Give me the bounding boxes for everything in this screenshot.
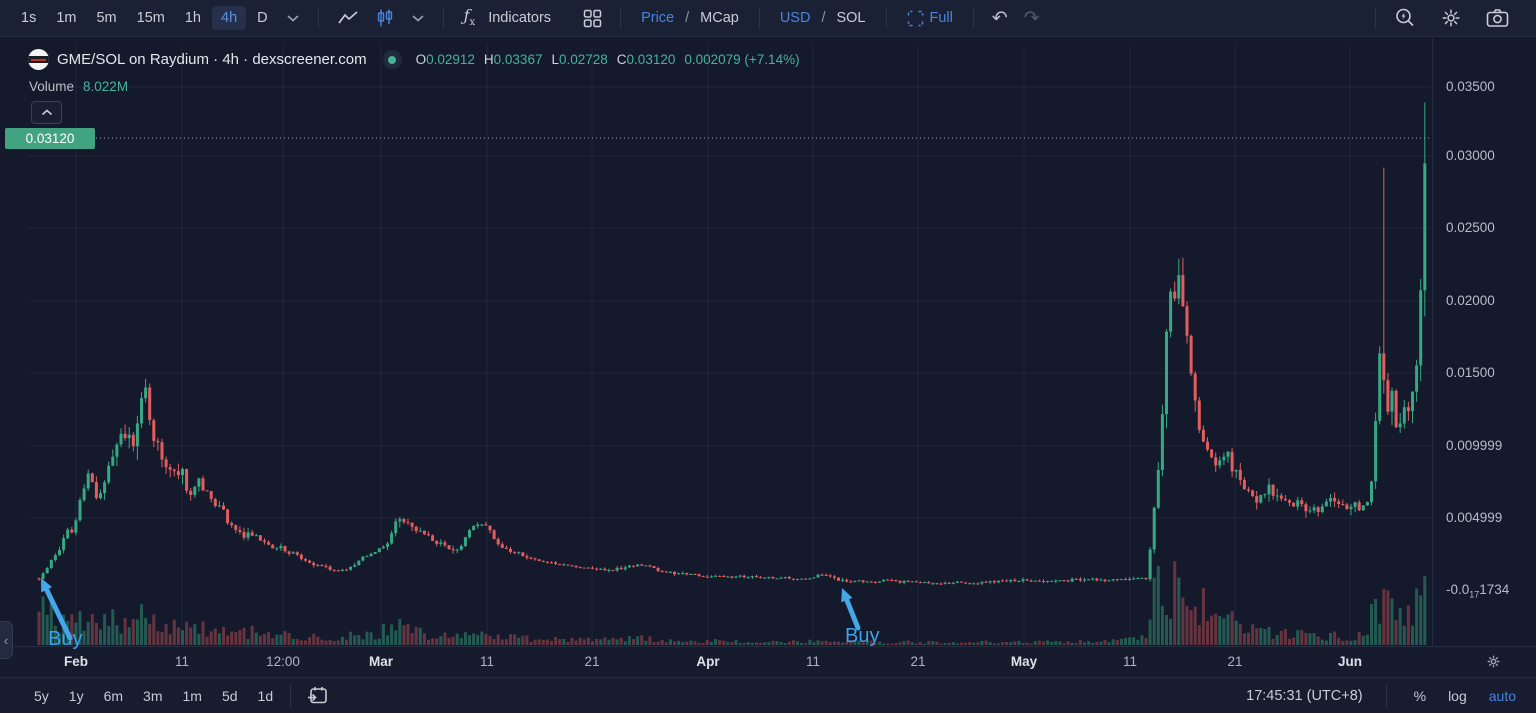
price-tick: 0.01500	[1446, 365, 1495, 380]
interval-dropdown-chevron-icon[interactable]	[279, 10, 307, 26]
price-tick: 0.03500	[1446, 79, 1495, 94]
chart-type-chevron-icon[interactable]	[404, 10, 432, 26]
time-tick: Mar	[368, 654, 394, 669]
interval-5m[interactable]: 5m	[87, 6, 125, 31]
range-1d[interactable]: 1d	[250, 684, 282, 708]
change-value: 0.002079 (+7.14%)	[684, 52, 800, 67]
price-tick: 0.03000	[1446, 148, 1495, 163]
interval-1s[interactable]: 1s	[12, 6, 45, 31]
interval-1h[interactable]: 1h	[176, 6, 210, 31]
current-price-badge: 0.03120	[5, 128, 95, 149]
chart-legend: GME/SOL on Raydium · 4h · dexscreener.co…	[28, 49, 800, 70]
toolbar-divider	[1385, 684, 1387, 707]
time-axis[interactable]: Feb 11 12:00 Mar 11 21 Apr 11 21 May 11 21 Jun	[0, 646, 1536, 677]
price-tick: 0.004999	[1446, 510, 1503, 525]
range-6m[interactable]: 6m	[96, 684, 131, 708]
layout-grid-icon[interactable]	[576, 5, 609, 32]
interval-D[interactable]: D	[248, 6, 276, 31]
price-tick: -0.0171734	[1446, 582, 1510, 600]
price-tick: 0.02500	[1446, 220, 1495, 235]
volume-value: 8.022M	[83, 79, 129, 94]
market-status-icon	[382, 50, 402, 69]
close-value: 0.03120	[626, 52, 676, 67]
volume-readout: Volume 8.022M	[29, 79, 128, 94]
chevron-up-icon	[41, 109, 52, 116]
bottom-toolbar: 5y 1y 6m 3m 1m 5d 1d 17:45:31 (UTC+8) % log au…	[0, 677, 1536, 713]
indicators-label: Indicators	[488, 9, 552, 26]
time-tick: 11	[805, 654, 821, 669]
interval-1m[interactable]: 1m	[47, 6, 85, 31]
ohlc-readout: O0.02912 H0.03367 L0.02728 C0.03120 0.00…	[415, 52, 800, 67]
time-tick: 12:00	[266, 654, 300, 669]
range-1y[interactable]: 1y	[61, 684, 92, 708]
volume-label: Volume	[29, 79, 75, 94]
camera-screenshot-icon[interactable]	[1479, 4, 1516, 32]
go-to-date-icon[interactable]	[300, 682, 335, 709]
fullscreen-button[interactable]: Full	[898, 5, 962, 32]
toolbar-divider	[972, 7, 974, 29]
pair-title: GME/SOL on Raydium · 4h · dexscreener.co…	[57, 51, 367, 68]
toolbar-divider	[620, 7, 622, 29]
usd-mode-label: USD	[779, 9, 811, 26]
range-button-group: 5y 1y 6m 3m 1m 5d 1d	[26, 684, 281, 708]
scroll-left-handle[interactable]: ‹	[0, 621, 13, 659]
line-chart-type-icon[interactable]	[330, 5, 366, 31]
time-tick: 21	[910, 654, 926, 669]
buy-annotation[interactable]: Buy	[48, 628, 83, 650]
log-scale-button[interactable]: log	[1444, 685, 1471, 707]
price-axis[interactable]: 0.03500 0.03000 0.02500 0.02000 0.01500 0.009…	[1432, 38, 1536, 646]
settings-gear-icon[interactable]	[1433, 3, 1469, 33]
top-toolbar: 1s 1m 5m 15m 1h 4h D ƒx Indicators Price / MCap	[0, 0, 1536, 37]
time-tick: 11	[174, 654, 190, 669]
price-mcap-toggle[interactable]: Price / MCap	[632, 6, 748, 31]
time-tick: 21	[1227, 654, 1243, 669]
percent-scale-button[interactable]: %	[1410, 685, 1430, 707]
quick-search-icon[interactable]	[1387, 3, 1423, 33]
time-tick: Apr	[696, 654, 720, 669]
auto-scale-button[interactable]: auto	[1485, 685, 1520, 707]
time-tick: Feb	[63, 654, 89, 669]
high-value: 0.03367	[493, 52, 543, 67]
interval-button-group: 1s 1m 5m 15m 1h 4h D	[12, 5, 277, 31]
open-value: 0.02912	[426, 52, 475, 67]
interval-4h[interactable]: 4h	[212, 5, 247, 31]
toolbar-divider	[758, 7, 760, 29]
fullscreen-icon	[907, 10, 923, 26]
interval-15m[interactable]: 15m	[128, 6, 174, 31]
time-tick: Jun	[1337, 654, 1363, 669]
undo-icon[interactable]: ↶	[985, 3, 1015, 33]
toolbar-divider	[290, 684, 292, 707]
time-tick: May	[1010, 654, 1038, 669]
full-label: Full	[929, 9, 953, 26]
indicators-button[interactable]: ƒx Indicators	[455, 3, 560, 33]
redo-icon[interactable]: ↷	[1017, 3, 1047, 33]
low-value: 0.02728	[558, 52, 608, 67]
time-tick: 21	[584, 654, 600, 669]
buy-annotation[interactable]: Buy	[845, 625, 880, 647]
sol-mode-label: SOL	[836, 9, 866, 26]
clock-timezone[interactable]: 17:45:31 (UTC+8)	[1246, 687, 1363, 704]
price-tick: 0.009999	[1446, 438, 1503, 453]
toolbar-divider	[885, 7, 887, 29]
gme-token-logo	[28, 49, 49, 70]
toolbar-divider	[1375, 7, 1376, 29]
time-tick: 11	[1122, 654, 1138, 669]
toolbar-divider	[317, 7, 319, 29]
collapse-legend-button[interactable]	[31, 101, 62, 124]
range-1m[interactable]: 1m	[175, 684, 210, 708]
candlestick-chart-type-icon[interactable]	[368, 4, 402, 32]
mcap-mode-label: MCap	[700, 9, 739, 26]
time-tick: 11	[479, 654, 495, 669]
axis-settings-gear-icon[interactable]	[1485, 653, 1502, 675]
range-5y[interactable]: 5y	[26, 684, 57, 708]
range-3m[interactable]: 3m	[135, 684, 170, 708]
price-mode-label: Price	[641, 9, 675, 26]
usd-sol-toggle[interactable]: USD / SOL	[771, 6, 875, 31]
range-5d[interactable]: 5d	[214, 684, 246, 708]
toolbar-divider	[442, 7, 444, 29]
fx-icon: ƒx	[463, 5, 476, 29]
price-tick: 0.02000	[1446, 293, 1495, 308]
